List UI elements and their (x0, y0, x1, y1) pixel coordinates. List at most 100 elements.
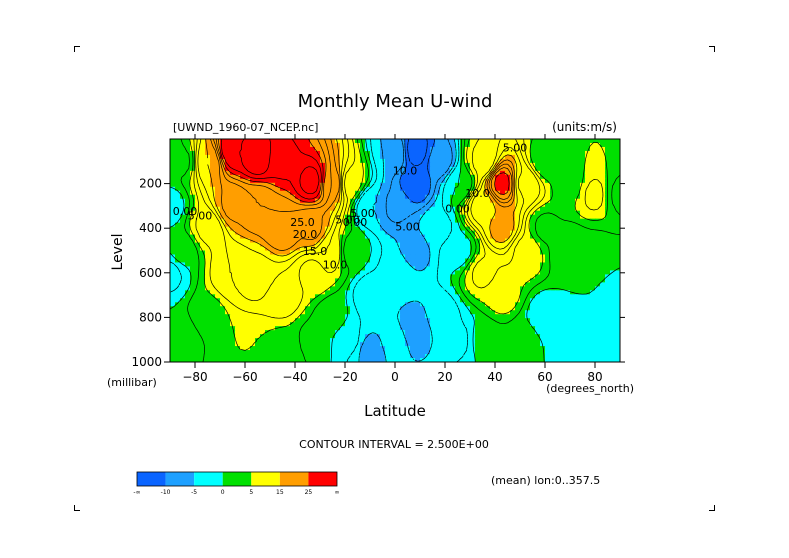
field-cell (215, 334, 221, 339)
field-cell (350, 150, 356, 156)
field-cell (265, 270, 271, 275)
field-cell (370, 346, 376, 351)
field-cell (500, 158, 506, 164)
field-cell (180, 234, 186, 240)
field-cell (440, 330, 446, 335)
field-cell (465, 290, 471, 295)
field-cell (450, 330, 456, 335)
field-cell (465, 274, 471, 279)
field-cell (590, 258, 596, 264)
field-cell (525, 350, 531, 355)
field-cell (270, 202, 276, 208)
field-cell (275, 314, 281, 319)
field-cell (535, 318, 541, 323)
field-cell (345, 182, 351, 188)
field-cell (555, 190, 561, 196)
field-cell (310, 246, 316, 252)
field-cell (390, 210, 396, 216)
field-cell (430, 202, 436, 208)
field-cell (410, 170, 416, 176)
field-cell (550, 182, 556, 188)
field-cell (445, 254, 451, 260)
field-cell (245, 278, 251, 283)
field-cell (365, 294, 371, 299)
field-cell (555, 282, 561, 287)
field-cell (605, 322, 611, 327)
field-cell (245, 302, 251, 307)
field-cell (220, 290, 226, 295)
field-cell (495, 290, 501, 295)
field-cell (400, 298, 406, 303)
field-cell (400, 146, 406, 152)
field-cell (250, 266, 256, 272)
field-cell (515, 254, 521, 260)
field-cell (440, 270, 446, 275)
field-cell (250, 306, 256, 311)
field-cell (280, 262, 286, 268)
field-cell (350, 334, 356, 339)
field-cell (575, 226, 581, 232)
field-cell (205, 214, 211, 220)
field-cell (350, 262, 356, 268)
field-cell (470, 170, 476, 176)
field-cell (525, 286, 531, 291)
field-cell (490, 282, 496, 287)
crop-mark-top-right (709, 46, 715, 52)
field-cell (615, 302, 620, 307)
field-cell (285, 190, 291, 196)
field-cell (555, 298, 561, 303)
field-cell (480, 194, 486, 200)
field-cell (175, 166, 181, 172)
field-cell (175, 146, 181, 152)
field-cell (295, 166, 301, 172)
field-cell (415, 174, 421, 180)
field-cell (370, 354, 376, 359)
field-cell (385, 330, 391, 335)
field-cell (425, 170, 431, 176)
field-cell (270, 314, 276, 319)
field-cell (585, 318, 591, 323)
field-cell (295, 150, 301, 156)
field-cell (320, 154, 326, 160)
field-cell (330, 286, 336, 291)
field-cell (425, 194, 431, 200)
field-cell (395, 282, 401, 287)
field-cell (445, 350, 451, 355)
field-cell (490, 246, 496, 252)
field-cell (550, 242, 556, 248)
field-cell (245, 238, 251, 244)
field-cell (275, 322, 281, 327)
field-cell (320, 250, 326, 256)
field-cell (570, 178, 576, 184)
field-cell (435, 218, 441, 224)
field-cell (535, 198, 541, 204)
field-cell (570, 246, 576, 252)
field-cell (240, 282, 246, 287)
field-cell (315, 230, 321, 236)
field-cell (385, 286, 391, 291)
field-cell (275, 146, 281, 152)
field-cell (530, 294, 536, 299)
field-cell (330, 218, 336, 224)
field-cell (565, 238, 571, 244)
field-cell (205, 182, 211, 188)
field-cell (405, 190, 411, 196)
field-cell (595, 162, 601, 168)
field-cell (285, 234, 291, 240)
field-cell (210, 166, 216, 172)
field-cell (235, 298, 241, 303)
field-cell (350, 302, 356, 307)
field-cell (595, 350, 601, 355)
field-cell (305, 214, 311, 220)
field-cell (340, 306, 346, 311)
field-cell (435, 246, 441, 252)
field-cell (280, 290, 286, 295)
field-cell (260, 258, 266, 264)
field-cell (605, 310, 611, 315)
field-cell (480, 350, 486, 355)
field-cell (335, 342, 341, 347)
field-cell (295, 286, 301, 291)
field-cell (245, 342, 251, 347)
field-cell (195, 310, 201, 315)
field-cell (490, 250, 496, 256)
